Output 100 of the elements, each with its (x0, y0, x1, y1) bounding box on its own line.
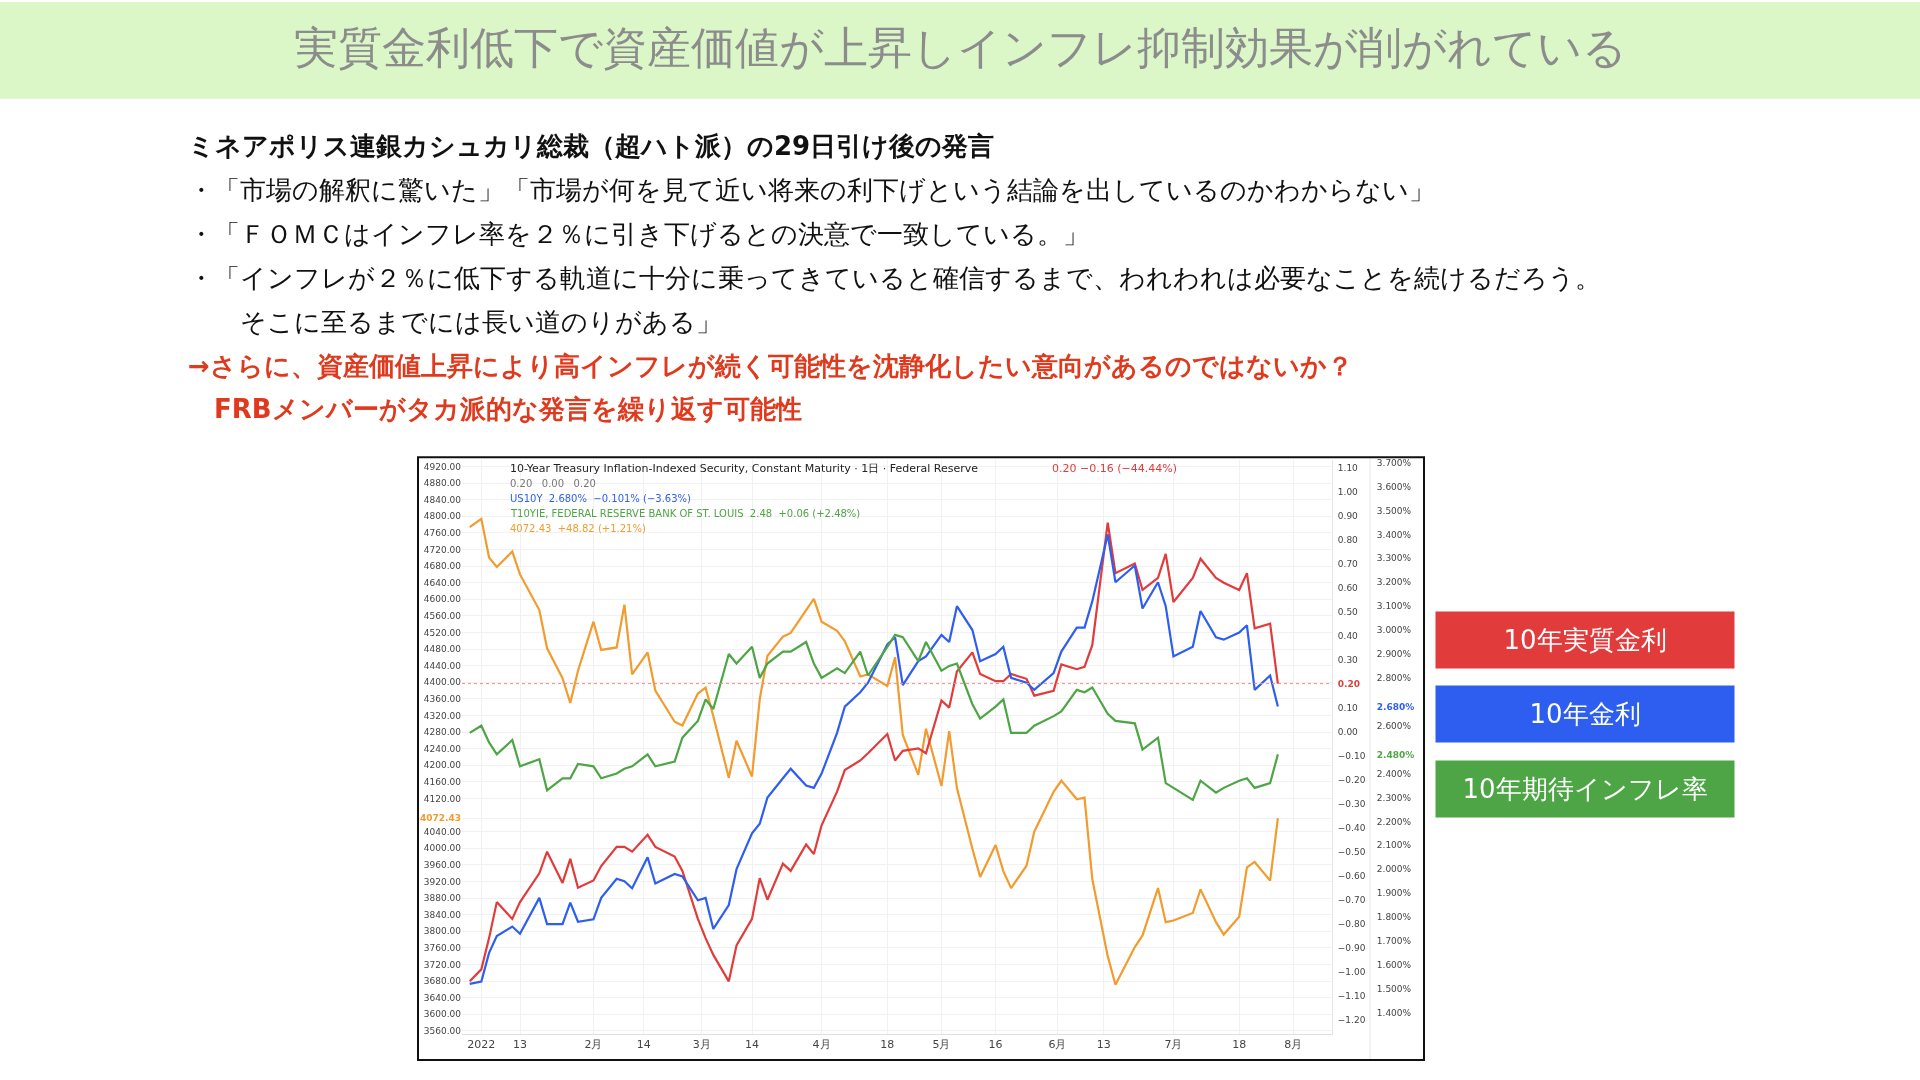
y2-tick-label: −0.30 (1337, 798, 1366, 809)
y3-tick-label: 3.300% (1376, 553, 1412, 564)
y3-tick-label: 1.900% (1376, 888, 1412, 899)
y2-tick-label: −0.90 (1337, 942, 1366, 953)
annotation: 10-Year Treasury Inflation-Indexed Security, Constant Maturity · 1日 · Federal Reserve (510, 462, 979, 475)
y-tick-label: 4000.00 (423, 843, 462, 854)
y-tick-label: 3880.00 (423, 893, 462, 904)
y2-tick-label: 1.10 (1337, 462, 1359, 473)
y2-tick-label: −1.10 (1337, 990, 1366, 1001)
text: 10年期待インフレ率 (1462, 774, 1708, 804)
text: 10年実質金利 (1503, 625, 1667, 655)
x-tick-label: 18 (880, 1038, 895, 1052)
y-tick-label: 4360.00 (423, 694, 462, 705)
x-tick-label: 6月 (1048, 1038, 1067, 1052)
x-tick-label: 13 (513, 1038, 527, 1052)
y2-tick-label: 0.60 (1337, 582, 1359, 593)
annotation: US10Y 2.680% −0.101% (−3.63%) (510, 493, 692, 504)
y-tick-label: 4240.00 (423, 743, 462, 754)
y-tick-label: 4160.00 (423, 777, 462, 788)
y2-tick-label: −0.60 (1337, 870, 1366, 881)
y2-tick-label: 0.10 (1337, 702, 1359, 713)
x-tick-label: 4月 (812, 1038, 831, 1052)
text: FRBメンバーがタカ派的な発言を繰り返す可能性 (188, 394, 802, 424)
y-tick-label: 3560.00 (423, 1026, 462, 1036)
y3-tick-label: 1.500% (1376, 983, 1412, 994)
y-tick-label: 3800.00 (423, 926, 462, 937)
y2-tick-label: 0.40 (1337, 630, 1359, 641)
x-tick-label: 3月 (692, 1038, 711, 1052)
y2-tick-label: −1.20 (1337, 1014, 1366, 1025)
y-tick-label: 4120.00 (423, 793, 462, 804)
y3-tick-label: 2.100% (1376, 840, 1412, 851)
y2-tick-label: 0.90 (1337, 510, 1359, 521)
y-tick-label: 4640.00 (423, 577, 462, 588)
chart-title: 実質金利低下で資産価値が上昇しインフレ抑制効果が削がれている (293, 22, 1627, 74)
y2-tick-label: 0.50 (1337, 606, 1359, 617)
text: そこに至るまでには長い道のりがある」 (188, 307, 722, 337)
y3-tick-label: 2.400% (1376, 768, 1412, 779)
y-tick-label: 4920.00 (423, 461, 462, 472)
y2-tick-label: −0.50 (1337, 846, 1366, 857)
x-tick-label: 5月 (932, 1038, 951, 1052)
y-tick-label: 4800.00 (423, 511, 462, 522)
y2-tick-label: −0.10 (1337, 750, 1366, 761)
y-tick-label: 3720.00 (423, 959, 462, 970)
y3-tick-label: 2.800% (1376, 673, 1412, 684)
y3-tick-label: 1.700% (1376, 936, 1412, 947)
y-tick-label: 4560.00 (423, 611, 462, 622)
y2-tick-label: 0.80 (1337, 534, 1359, 545)
y3-tick-label: 2.600% (1376, 720, 1412, 731)
y-tick-label: 4072.43 (420, 813, 461, 824)
y2-tick-label: −0.40 (1337, 822, 1366, 833)
y-tick-label: 4760.00 (423, 528, 462, 539)
y2-tick-label: −1.00 (1337, 966, 1366, 977)
y-tick-label: 4440.00 (423, 660, 462, 671)
y-tick-label: 4680.00 (423, 561, 462, 572)
x-tick-label: 2月 (584, 1038, 603, 1052)
y-tick-label: 4520.00 (423, 627, 462, 638)
y3-tick-label: 3.500% (1376, 505, 1412, 516)
y-tick-label: 3640.00 (423, 992, 462, 1003)
text: →さらに、資産価値上昇により高インフレが続く可能性を沈静化したい意向があるのではないか？ (188, 351, 1353, 381)
x-tick-label: 14 (636, 1038, 651, 1052)
y2-tick-label: 0.00 (1337, 726, 1359, 737)
annotation: 0.20 0.00 0.20 (510, 478, 596, 489)
annotation: T10YIE, FEDERAL RESERVE BANK OF ST. LOUIS 2.48 +0.06 (+2.48%) (510, 508, 861, 519)
x-tick-label: 8月 (1284, 1038, 1303, 1052)
x-tick-label: 2022 (467, 1038, 496, 1052)
text: ・「ＦＯＭＣはインフレ率を２％に引き下げるとの決意で一致している。」 (188, 219, 1089, 249)
y3-tick-label: 2.000% (1376, 864, 1412, 875)
y2-tick-label: 1.00 (1337, 486, 1359, 497)
y-tick-label: 4400.00 (423, 677, 462, 688)
y3-tick-label: 1.800% (1376, 912, 1412, 923)
x-tick-label: 14 (745, 1038, 759, 1052)
y2-tick-label: 0.20 (1337, 678, 1361, 689)
y2-tick-label: 0.30 (1337, 654, 1359, 665)
y3-tick-label: 2.680% (1376, 701, 1415, 712)
y-tick-label: 4480.00 (423, 644, 462, 655)
y-tick-label: 4720.00 (423, 544, 462, 555)
y3-tick-label: 3.000% (1376, 625, 1412, 636)
y-tick-label: 3960.00 (423, 860, 462, 871)
y-tick-label: 4320.00 (423, 710, 462, 721)
y3-tick-label: 3.100% (1376, 601, 1412, 612)
chart-subtitle: ミネアポリス連銀カシュカリ総裁（超ハト派）の29日引け後の発言 (188, 131, 995, 161)
y-tick-label: 3920.00 (423, 876, 462, 887)
text: 10年金利 (1529, 699, 1641, 729)
y3-tick-label: 3.400% (1376, 529, 1412, 540)
y2-tick-label: −0.70 (1337, 894, 1366, 905)
y-tick-label: 3600.00 (423, 1009, 462, 1020)
y2-tick-label: 0.70 (1337, 558, 1359, 569)
x-tick-label: 13 (1096, 1038, 1111, 1052)
y3-tick-label: 1.400% (1376, 1007, 1412, 1018)
x-tick-label: 7月 (1164, 1038, 1183, 1052)
y-tick-label: 4880.00 (423, 478, 462, 489)
y-tick-label: 4040.00 (423, 826, 462, 837)
text: ・「市場の解釈に驚いた」「市場が何を見て近い将来の利下げという結論を出しているのかわからない」 (188, 175, 1435, 205)
y3-tick-label: 2.300% (1376, 792, 1412, 803)
y2-tick-label: −0.20 (1337, 774, 1366, 785)
text: ・「インフレが２％に低下する軌道に十分に乗ってきていると確信するまで、われわれは必要なことを続けるだろう。 (188, 263, 1601, 293)
annotation: 0.20 −0.16 (−44.44%) (1052, 462, 1177, 475)
y-tick-label: 4280.00 (423, 727, 462, 738)
y-tick-label: 3840.00 (423, 909, 462, 920)
y-tick-label: 4600.00 (423, 594, 462, 605)
